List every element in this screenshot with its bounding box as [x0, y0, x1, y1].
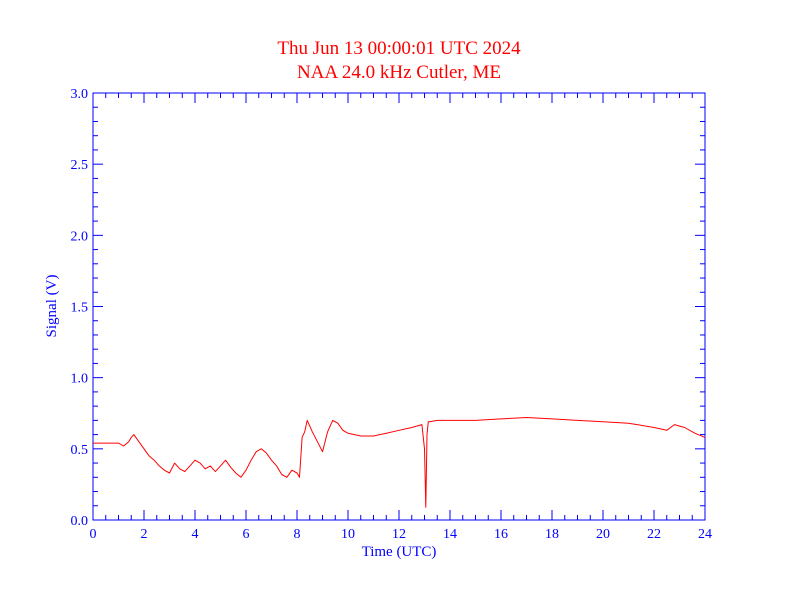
y-tick-label: 0.5 [71, 443, 89, 458]
plot-frame [92, 92, 706, 521]
x-tick-label: 24 [698, 527, 712, 542]
x-tick-label: 10 [341, 527, 355, 542]
x-tick-label: 12 [392, 527, 406, 542]
x-tick-label: 16 [494, 527, 508, 542]
x-tick-label: 22 [647, 527, 661, 542]
signal-series-line [93, 417, 706, 508]
chart-title: Thu Jun 13 00:00:01 UTC 2024 [277, 38, 521, 59]
plot-border [92, 92, 706, 521]
x-tick-label: 0 [90, 527, 97, 542]
y-tick-label: 0.0 [71, 514, 89, 529]
chart-subtitle: NAA 24.0 kHz Cutler, ME [297, 62, 501, 83]
x-tick-label: 8 [294, 527, 301, 542]
y-axis-ticks: 0.0 0.5 1.0 1.5 2.0 2.5 3.0 [71, 87, 705, 529]
y-tick-label: 3.0 [71, 87, 89, 102]
x-tick-label: 2 [141, 527, 148, 542]
x-axis-ticks: 0 2 4 6 8 10 12 14 16 18 20 22 24 [90, 93, 712, 542]
series-layer [93, 417, 706, 508]
y-tick-label: 2.5 [71, 158, 89, 173]
x-axis-label: Time (UTC) [362, 544, 437, 560]
y-tick-label: 1.0 [71, 372, 89, 387]
x-tick-label: 4 [192, 527, 199, 542]
y-tick-label: 1.5 [71, 301, 89, 316]
x-tick-label: 14 [443, 527, 457, 542]
y-axis-label: Signal (V) [44, 275, 60, 338]
x-tick-label: 18 [545, 527, 559, 542]
y-tick-label: 2.0 [71, 229, 89, 244]
x-tick-label: 6 [243, 527, 250, 542]
x-tick-label: 20 [596, 527, 610, 542]
